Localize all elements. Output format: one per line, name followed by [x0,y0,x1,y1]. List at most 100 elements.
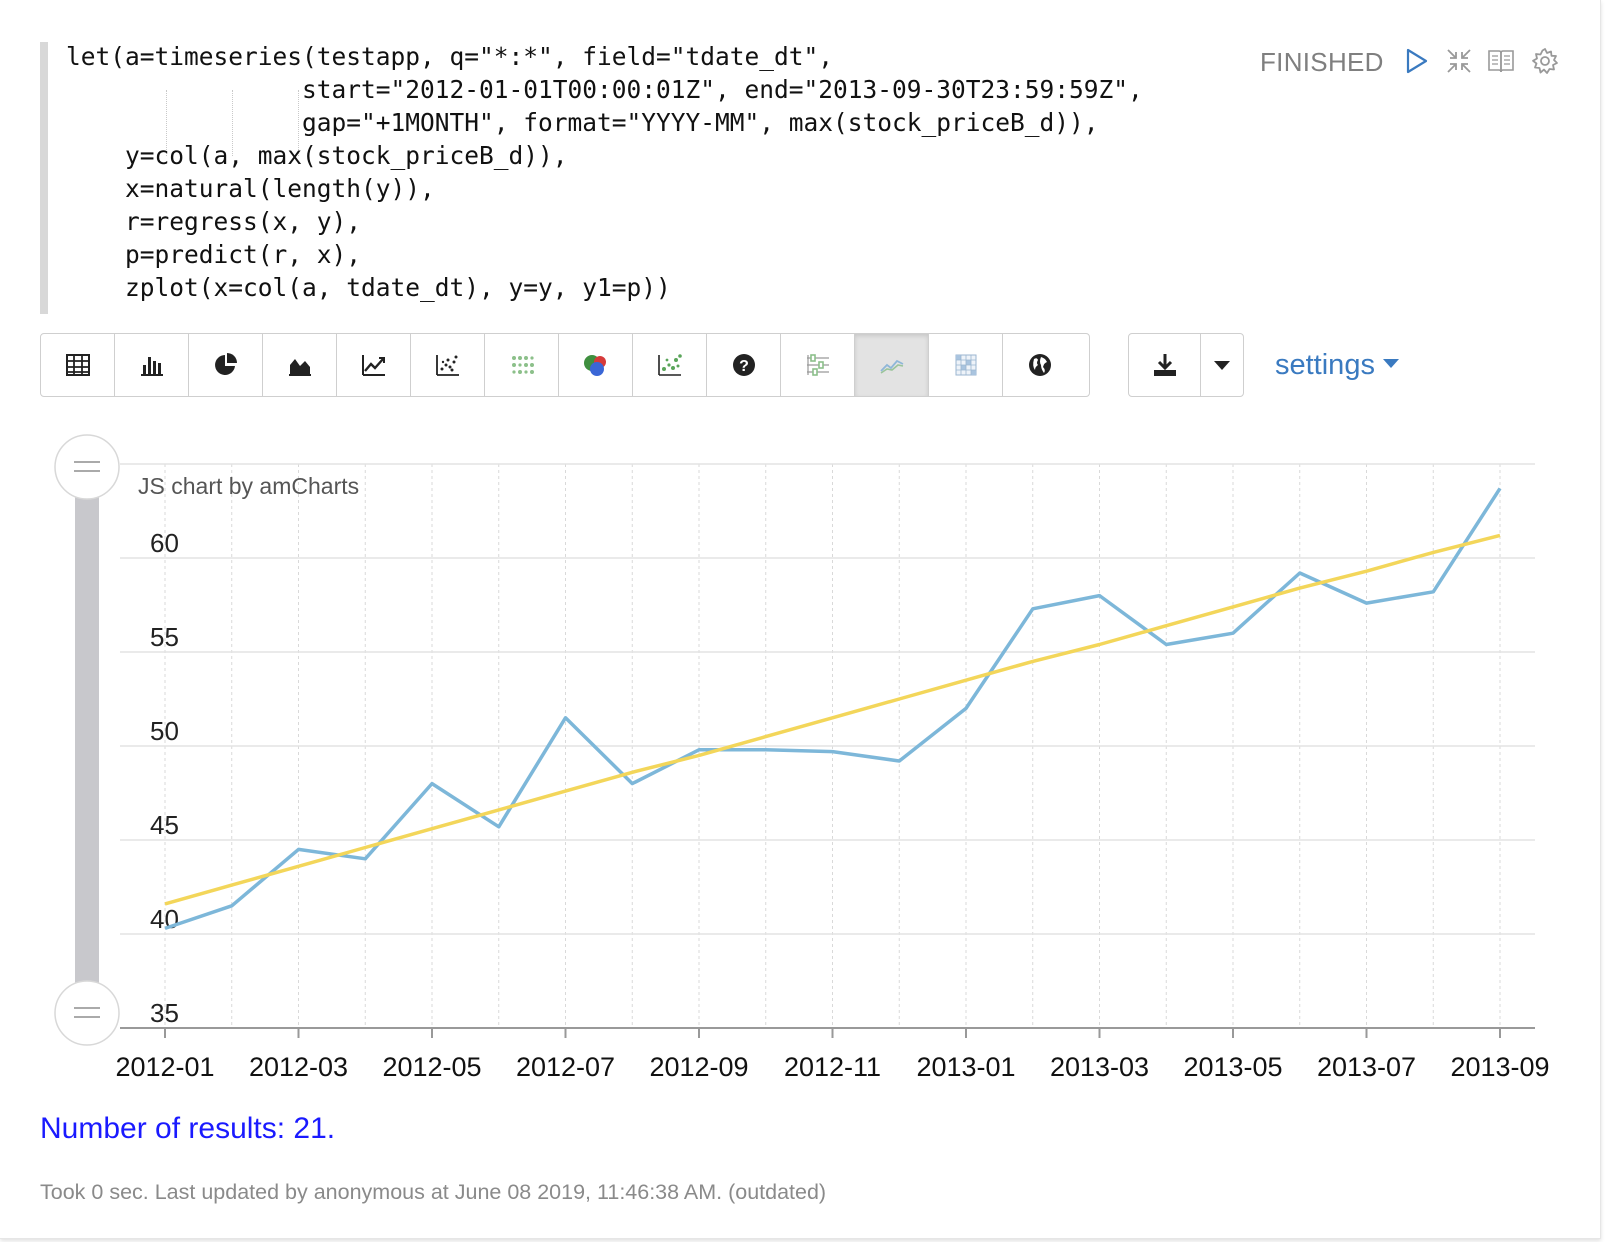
code-line: start="2012-01-01T00:00:01Z", end="2013-… [66,75,1143,104]
pie-chart-icon [214,353,237,375]
data-point[interactable] [430,827,434,831]
download-icon[interactable] [1129,334,1201,396]
data-point[interactable] [1098,594,1102,598]
venn-icon [583,355,606,376]
visualization-toolbar: ? [40,333,1090,397]
data-point[interactable] [163,902,167,906]
scatter-chart-icon [435,355,459,376]
data-point[interactable] [1098,642,1102,646]
settings-dropdown[interactable]: settings [1275,349,1399,382]
download-group [1128,333,1244,397]
x-tick-label: 2013-01 [916,1052,1015,1082]
line-chart: 35 40 45 50 55 60 2012-01 2012-03 2012-05 2012-0… [54,434,1550,1082]
data-point[interactable] [163,926,167,930]
chart-scrollbar[interactable] [75,468,99,1008]
code-line: p=predict(r, x), [66,240,362,269]
data-point[interactable] [1498,486,1502,490]
x-tick-label: 2012-01 [115,1052,214,1082]
data-point[interactable] [1431,590,1435,594]
collapse-icon[interactable] [1444,46,1474,76]
viz-button-bubble-scatter[interactable] [633,334,707,396]
heatmap-icon [955,354,976,376]
data-point[interactable] [1231,605,1235,609]
viz-button-multi-line[interactable] [855,334,929,396]
data-point[interactable] [1164,624,1168,628]
x-tick-label: 2012-07 [516,1052,615,1082]
data-point[interactable] [297,864,301,868]
data-point[interactable] [1431,550,1435,554]
data-point[interactable] [1031,659,1035,663]
data-point[interactable] [764,748,768,752]
data-point[interactable] [1164,642,1168,646]
data-point[interactable] [230,883,234,887]
data-point[interactable] [497,808,501,812]
data-point[interactable] [897,759,901,763]
y-tick-label: 40 [150,904,179,934]
viz-button-globe[interactable] [1003,334,1077,396]
y-tick-label: 55 [150,622,179,652]
x-tick-label: 2012-03 [249,1052,348,1082]
bubble-scatter-icon [657,354,682,376]
line-chart-icon [361,355,385,376]
data-point[interactable] [497,825,501,829]
viz-button-area-chart[interactable] [263,334,337,396]
data-point[interactable] [964,706,968,710]
data-point[interactable] [1298,571,1302,575]
data-point[interactable] [1365,601,1369,605]
scrollbar-top-handle[interactable] [54,434,120,500]
data-point[interactable] [363,846,367,850]
data-point[interactable] [964,678,968,682]
data-point[interactable] [297,847,301,851]
run-icon[interactable] [1402,46,1432,76]
y-tick-label: 50 [150,716,179,746]
data-point[interactable] [1031,607,1035,611]
data-point[interactable] [1365,569,1369,573]
results-count: Number of results: 21. [40,1112,336,1145]
code-editor[interactable]: let(a=timeseries(testapp, q="*:*", field… [40,42,1228,314]
data-point[interactable] [363,857,367,861]
viz-button-help[interactable]: ? [707,334,781,396]
data-point[interactable] [1231,631,1235,635]
viz-button-line-chart[interactable] [337,334,411,396]
x-tick-label: 2012-11 [784,1052,881,1082]
data-point[interactable] [764,735,768,739]
viz-button-pie-chart[interactable] [189,334,263,396]
globe-icon [1029,354,1051,376]
data-point[interactable] [831,750,835,754]
data-point[interactable] [564,716,568,720]
data-point[interactable] [897,697,901,701]
code-line: gap="+1MONTH", format="YYYY-MM", max(sto… [66,108,1099,137]
viz-button-grid-points[interactable] [485,334,559,396]
x-tick-label: 2012-09 [649,1052,748,1082]
paragraph-footer: Took 0 sec. Last updated by anonymous at… [40,1180,827,1204]
data-point[interactable] [430,782,434,786]
data-point[interactable] [564,789,568,793]
y-tick-label: 45 [150,810,179,840]
viz-button-venn[interactable] [559,334,633,396]
book-icon[interactable] [1486,46,1516,76]
data-point[interactable] [630,782,634,786]
data-point[interactable] [697,748,701,752]
help-icon: ? [732,354,755,376]
chart-credit[interactable]: JS chart by amCharts [138,473,359,499]
viz-button-bar-chart[interactable] [115,334,189,396]
gear-icon[interactable] [1530,46,1560,76]
caret-down-icon[interactable] [1201,334,1243,396]
viz-button-table[interactable] [41,334,115,396]
settings-label: settings [1275,349,1375,381]
viz-button-scatter-chart[interactable] [411,334,485,396]
code-line: x=natural(length(y)), [66,174,435,203]
data-point[interactable] [230,904,234,908]
viz-button-heatmap[interactable] [929,334,1003,396]
data-point[interactable] [831,716,835,720]
data-point[interactable] [1298,586,1302,590]
svg-text:?: ? [739,358,749,375]
data-point[interactable] [630,770,634,774]
series-line-1[interactable] [164,533,1501,906]
data-point[interactable] [1498,533,1502,537]
data-point[interactable] [697,753,701,757]
scrollbar-bottom-handle[interactable] [54,980,120,1046]
viz-button-sliders[interactable] [781,334,855,396]
y-tick-label: 60 [150,528,179,558]
